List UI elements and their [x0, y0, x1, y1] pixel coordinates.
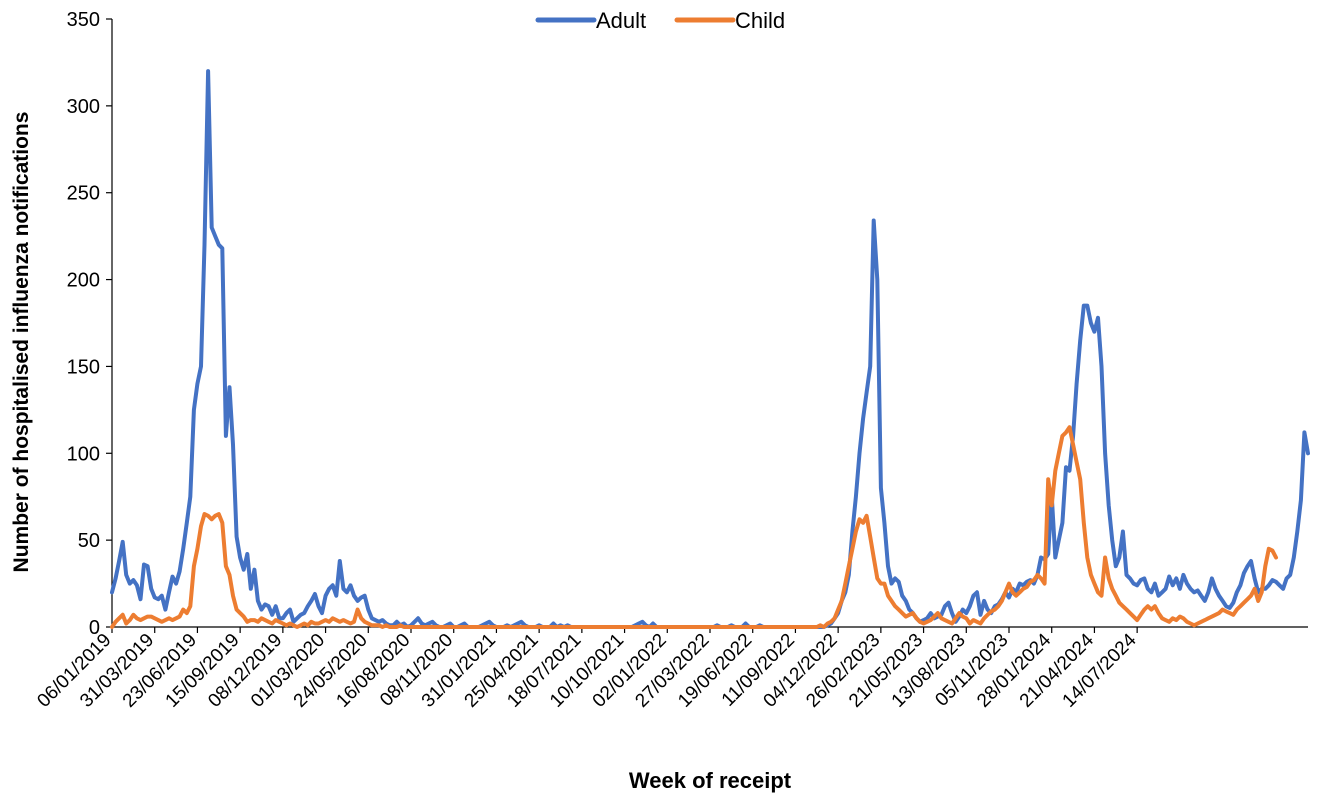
series-line-adult: [110, 69, 1310, 629]
y-axis-title: Number of hospitalised influenza notific…: [10, 112, 33, 573]
y-tick-label: 0: [89, 617, 100, 639]
legend-label-adult: Adult: [596, 8, 646, 33]
y-tick-label: 50: [78, 530, 100, 552]
y-tick-label: 100: [67, 443, 100, 465]
series-lines: [110, 69, 1310, 629]
series-line-child: [110, 425, 1278, 629]
legend-label-child: Child: [735, 8, 785, 33]
legend: Adult Child: [535, 8, 785, 33]
y-tick-label: 200: [67, 270, 100, 292]
y-tick-label: 150: [67, 356, 100, 378]
y-tick-label: 300: [67, 96, 100, 118]
x-axis-title: Week of receipt: [629, 768, 792, 793]
y-tick-label: 250: [67, 183, 100, 205]
y-tick-label: 350: [67, 9, 100, 31]
